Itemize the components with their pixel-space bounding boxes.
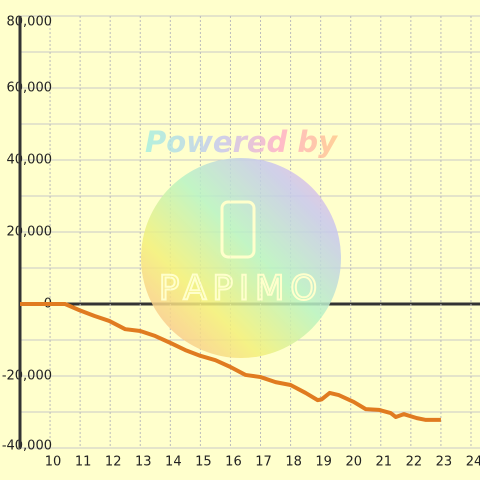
x-tick-label: 17: [255, 455, 272, 470]
x-tick-label: 11: [75, 455, 92, 470]
x-tick-label: 22: [406, 455, 423, 470]
y-tick-label: -20,000: [2, 369, 52, 384]
x-tick-label: 23: [436, 455, 453, 470]
y-tick-label: 20,000: [7, 225, 53, 240]
x-tick-label: 13: [135, 455, 152, 470]
y-tick-label: 80,000: [7, 15, 53, 30]
x-tick-label: 20: [345, 455, 362, 470]
x-tick-label: 18: [285, 455, 302, 470]
x-tick-label: 19: [315, 455, 332, 470]
data-line: [20, 302, 441, 422]
x-tick-label: 21: [376, 455, 393, 470]
x-tick-label: 12: [105, 455, 122, 470]
watermark-icon: [220, 200, 256, 259]
watermark-text: Powered by: [145, 125, 338, 159]
watermark: Powered by PAPIMO: [141, 125, 341, 358]
x-tick-label: 14: [165, 455, 182, 470]
x-tick-label: 15: [195, 455, 212, 470]
y-tick-label: -40,000: [2, 439, 52, 454]
y-tick-label: 40,000: [7, 153, 53, 168]
plot: -40,000-20,000020,00040,00060,00080,0001…: [2, 15, 480, 470]
watermark-logo: PAPIMO: [159, 269, 323, 309]
x-tick-label: 10: [45, 455, 62, 470]
y-tick-label: 60,000: [7, 81, 53, 96]
x-tick-label: 16: [225, 455, 242, 470]
x-tick-label: 24: [466, 455, 480, 470]
